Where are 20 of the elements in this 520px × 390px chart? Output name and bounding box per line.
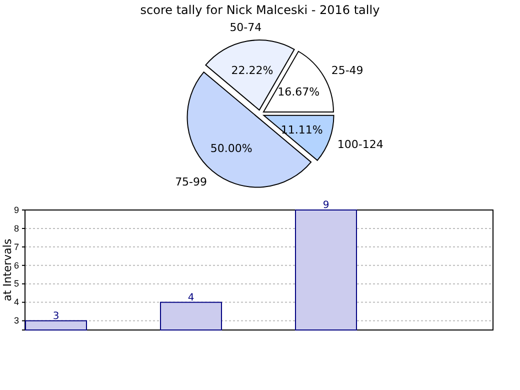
- data-label: 16.67%: [278, 86, 320, 99]
- data-label: 9: [322, 200, 330, 211]
- data-label: 3: [52, 310, 60, 322]
- chart-title: score tally for Nick Malceski - 2016 tally: [140, 3, 380, 17]
- data-label: 11.11%: [280, 123, 323, 136]
- slice-label: 50-74: [230, 20, 262, 34]
- data-label: 4: [188, 292, 194, 304]
- slice-label: 75-99: [175, 176, 208, 189]
- y-axis-title: at Intervals: [1, 238, 14, 302]
- data-label: 22.22%: [231, 64, 274, 78]
- slice-label: 100-124: [337, 138, 384, 152]
- y-tick-label: 5: [14, 278, 19, 289]
- data-label: 50.00%: [210, 142, 252, 156]
- y-tick-label: 4: [14, 297, 19, 308]
- slice-label: 25-49: [331, 64, 364, 77]
- y-tick-label: 3: [14, 316, 19, 326]
- y-tick-label: 7: [14, 242, 19, 252]
- y-tick-label: 6: [14, 260, 19, 270]
- y-tick-label: 9: [14, 204, 19, 215]
- y-tick-label: 8: [14, 223, 19, 234]
